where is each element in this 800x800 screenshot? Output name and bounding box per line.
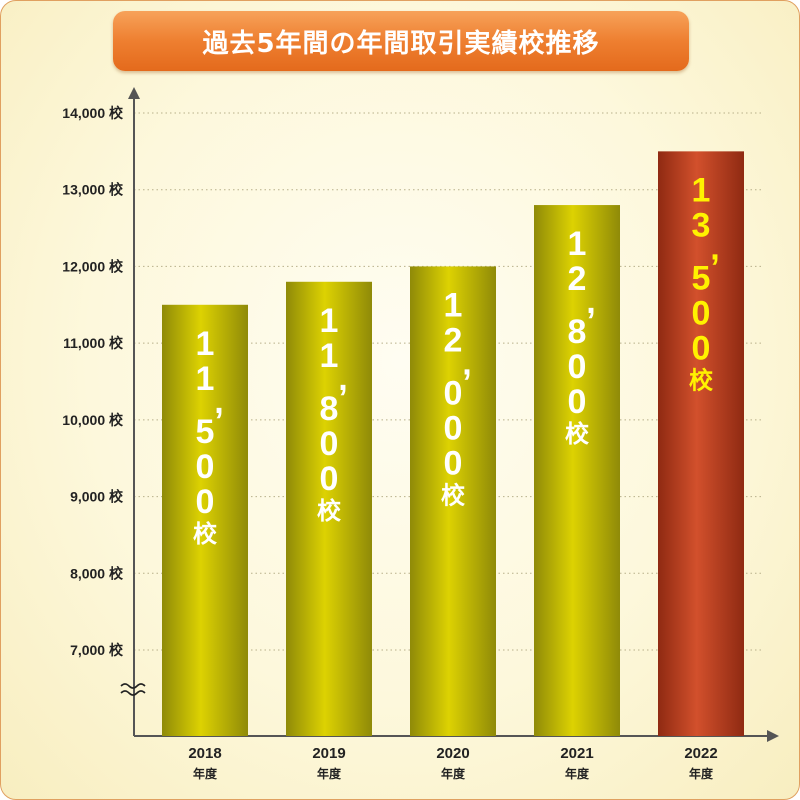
bar-value-label: 1 2, 0 0 0: [444, 286, 472, 482]
y-tick-label: 10,000 校: [62, 412, 124, 428]
x-tick-suffix: 年度: [689, 766, 714, 781]
axis-break-mark: [120, 683, 146, 696]
bar: [410, 266, 496, 736]
bar-value-label: 1 1, 8 0 0: [320, 302, 348, 498]
bar-value-label: 1 2, 8 0 0: [568, 225, 596, 421]
x-tick-suffix: 年度: [441, 766, 466, 781]
bar-value-label: 1 3, 5 0 0: [692, 171, 720, 367]
y-tick-label: 8,000 校: [70, 565, 124, 581]
bar-unit-label: 校: [193, 520, 218, 548]
y-tick-label: 13,000 校: [62, 182, 124, 198]
bar-value-label: 1 1, 5 0 0: [196, 325, 224, 521]
bar: [162, 304, 248, 736]
x-tick-suffix: 年度: [317, 766, 342, 781]
x-tick-label: 2022: [684, 745, 717, 762]
title-banner: 過去5年間の年間取引実績校推移: [113, 11, 689, 71]
y-axis-arrow: [128, 87, 140, 99]
axis-break-wave: [120, 690, 146, 696]
chart-title: 過去5年間の年間取引実績校推移: [202, 28, 600, 59]
axis-break-wave: [120, 683, 146, 689]
bar: [658, 151, 744, 736]
x-tick-label: 2021: [560, 745, 593, 762]
y-tick-label: 11,000 校: [63, 335, 124, 351]
y-tick-label: 9,000 校: [70, 489, 124, 505]
bar-unit-label: 校: [317, 497, 342, 525]
y-tick-label: 14,000 校: [62, 105, 124, 121]
x-axis-arrow: [767, 730, 779, 742]
x-tick-label: 2018: [188, 745, 221, 762]
x-tick-suffix: 年度: [565, 766, 590, 781]
bar-unit-label: 校: [565, 420, 590, 448]
x-tick-suffix: 年度: [193, 766, 218, 781]
bar: [534, 205, 620, 737]
x-tick-label: 2020: [436, 745, 469, 762]
x-tick-label: 2019: [312, 745, 345, 762]
y-tick-label: 12,000 校: [62, 258, 124, 274]
bar: [286, 281, 372, 736]
bar-unit-label: 校: [689, 366, 714, 394]
y-tick-label: 7,000 校: [70, 642, 124, 658]
bar-unit-label: 校: [441, 481, 466, 509]
